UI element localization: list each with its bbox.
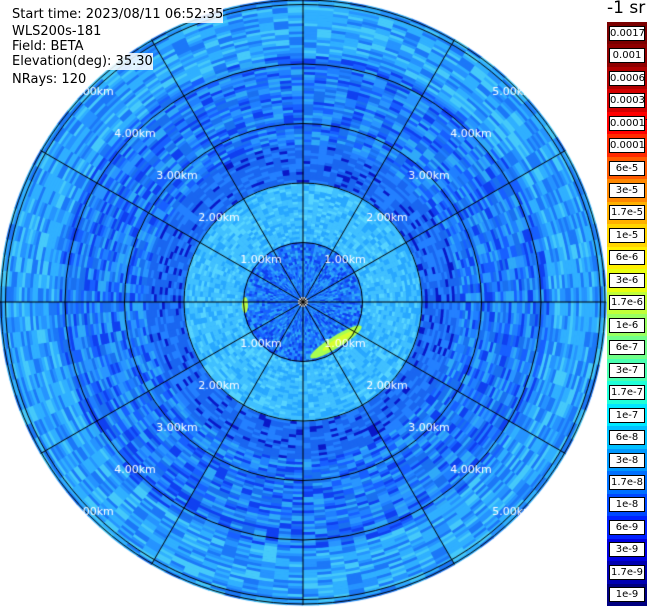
colorbar-tick-label: 3e-5 — [609, 182, 645, 198]
colorbar-tick-label: 6e-7 — [609, 340, 645, 356]
colorbar-unit-label: -1 sr — [607, 0, 646, 18]
colorbar-tick-label: 0.0001 — [609, 138, 645, 154]
colorbar-tick-label: 1.7e-8 — [609, 474, 645, 490]
colorbar-tick-label: 0.0006 — [609, 70, 645, 86]
instrument-label: WLS200s-181 — [12, 23, 102, 40]
field-label: Field: BETA — [12, 38, 84, 55]
nrays-label: NRays: 120 — [12, 71, 87, 88]
colorbar-tick-label: 1.7e-7 — [609, 385, 645, 401]
colorbar-tick-label: 3e-6 — [609, 272, 645, 288]
colorbar-tick-label: 1e-8 — [609, 497, 645, 513]
colorbar-tick-label: 1.7e-6 — [609, 295, 645, 311]
colorbar-tick-label: 6e-9 — [609, 519, 645, 535]
colorbar-tick-label: 0.00017 — [609, 115, 647, 131]
colorbar-tick-label: 1.7e-5 — [609, 205, 645, 221]
ppi-radar-plot — [0, 0, 607, 607]
colorbar-tick-label: 3e-8 — [609, 452, 645, 468]
colorbar-tick-label: 3e-7 — [609, 362, 645, 378]
colorbar-tick-label: 0.001 — [609, 48, 645, 64]
colorbar-tick-label: 1e-9 — [609, 587, 645, 603]
colorbar-tick-label: 0.0017 — [609, 25, 645, 41]
colorbar-tick-label: 6e-8 — [609, 430, 645, 446]
colorbar-tick-label: 1.7e-9 — [609, 564, 645, 580]
colorbar-tick-label: 6e-5 — [609, 160, 645, 176]
colorbar: 0.0017 0.001 0.0006 0.0003 0.00017 0.0001 6e-5… — [607, 22, 647, 607]
colorbar-tick-label: 1e-6 — [609, 317, 645, 333]
colorbar-tick-label: 3e-9 — [609, 542, 645, 558]
elevation-label: Elevation(deg): 35.30 — [12, 53, 153, 70]
start-time-label: Start time: 2023/08/11 06:52:35 — [12, 6, 224, 23]
colorbar-tick-label: 0.0003 — [609, 93, 645, 109]
colorbar-tick-label: 1e-7 — [609, 407, 645, 423]
colorbar-tick-label: 1e-5 — [609, 227, 645, 243]
colorbar-tick-label: 6e-6 — [609, 250, 645, 266]
